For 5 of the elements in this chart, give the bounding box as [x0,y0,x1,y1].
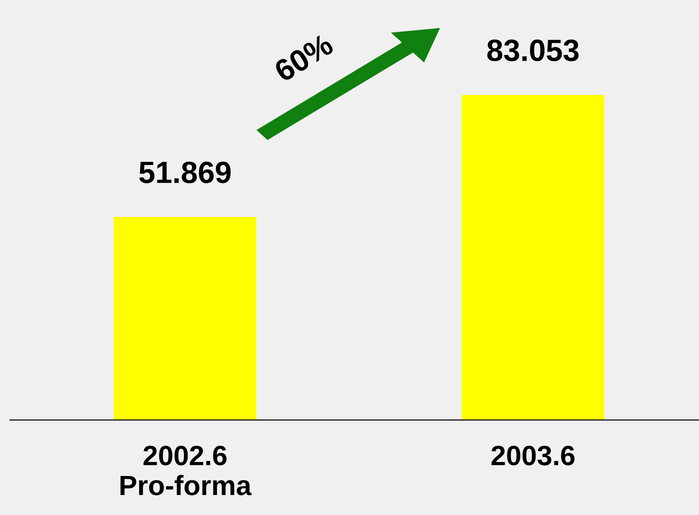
x-tick-label: 2002.6 Pro-forma [120,446,252,496]
x-tick-label: 2003.6 [492,446,574,466]
text: 60% [272,32,335,83]
data-label: 51.869 [139,162,231,184]
data-label: 83.053 [487,40,579,62]
